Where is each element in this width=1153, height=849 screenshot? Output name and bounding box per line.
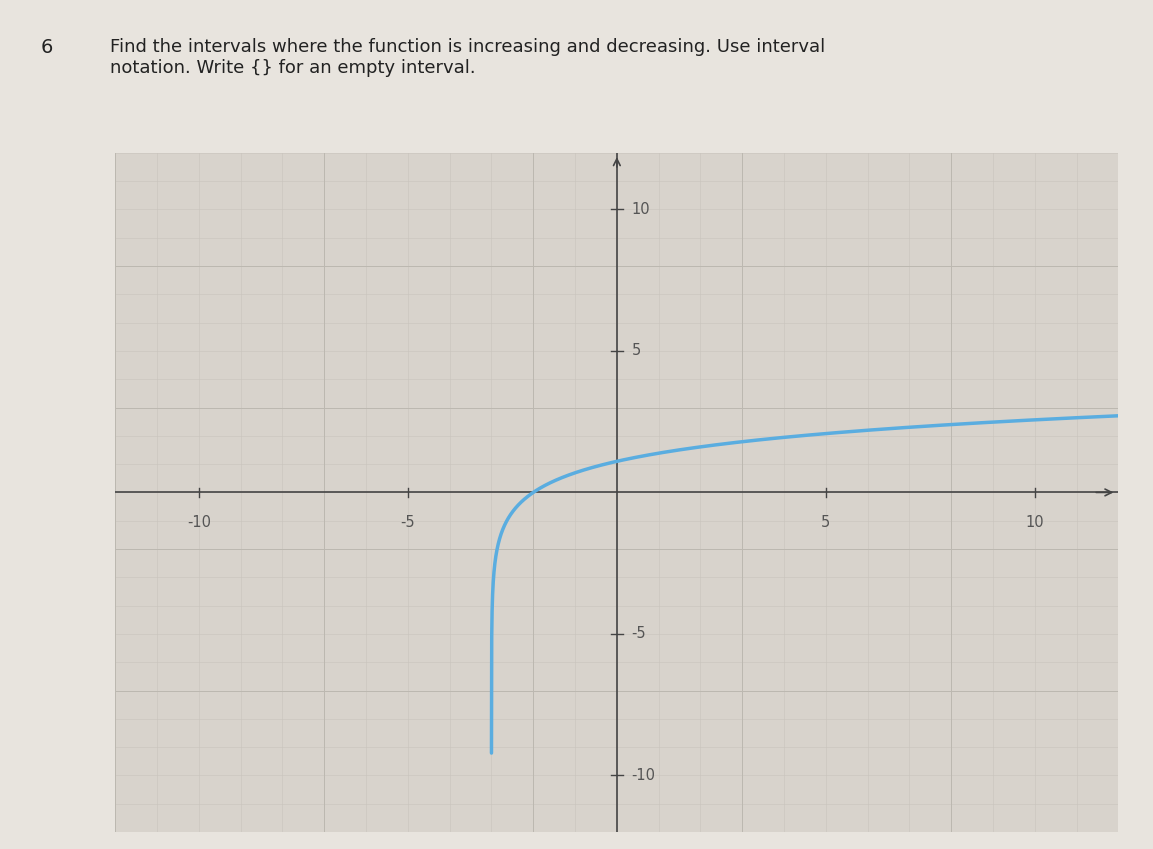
Text: -10: -10 xyxy=(632,767,656,783)
Text: 6: 6 xyxy=(40,38,53,57)
Text: -5: -5 xyxy=(400,515,415,530)
Text: Find the intervals where the function is increasing and decreasing. Use interval: Find the intervals where the function is… xyxy=(110,38,824,77)
Text: 10: 10 xyxy=(1025,515,1045,530)
Text: -5: -5 xyxy=(632,627,646,642)
Text: 10: 10 xyxy=(632,202,650,217)
Text: 5: 5 xyxy=(632,343,641,358)
Text: 5: 5 xyxy=(821,515,830,530)
Text: -10: -10 xyxy=(187,515,211,530)
